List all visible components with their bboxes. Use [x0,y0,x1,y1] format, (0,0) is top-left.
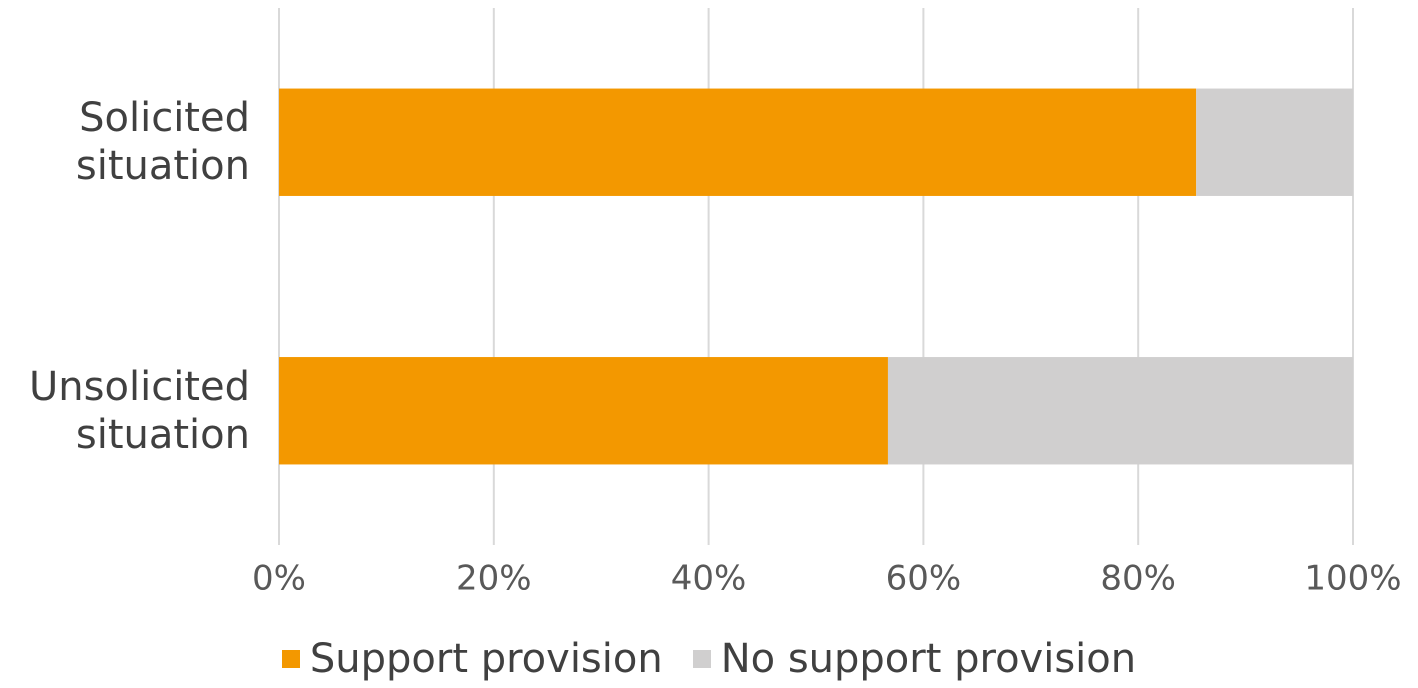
x-tick-label: 80% [1100,559,1176,599]
bar-segment [279,357,888,465]
legend-label: Support provision [309,636,663,682]
legend-item: Support provision [281,636,663,682]
x-tick-label: 20% [456,559,532,599]
bar-segment [887,357,1353,465]
legend: Support provision No support provision [0,636,1418,682]
bar-segment [279,88,1197,196]
x-tick-label: 100% [1304,559,1401,599]
legend-swatch [281,650,300,668]
legend-swatch [692,650,711,668]
category-label: Unsolicited situation [29,363,250,458]
legend-label: No support provision [720,636,1137,682]
x-tick-label: 60% [886,559,962,599]
legend-item: No support provision [692,636,1137,682]
category-label: Solicited situation [75,95,250,190]
x-tick-label: 40% [671,559,747,599]
bar-segment [1196,88,1353,196]
x-tick-label: 0% [252,559,306,599]
